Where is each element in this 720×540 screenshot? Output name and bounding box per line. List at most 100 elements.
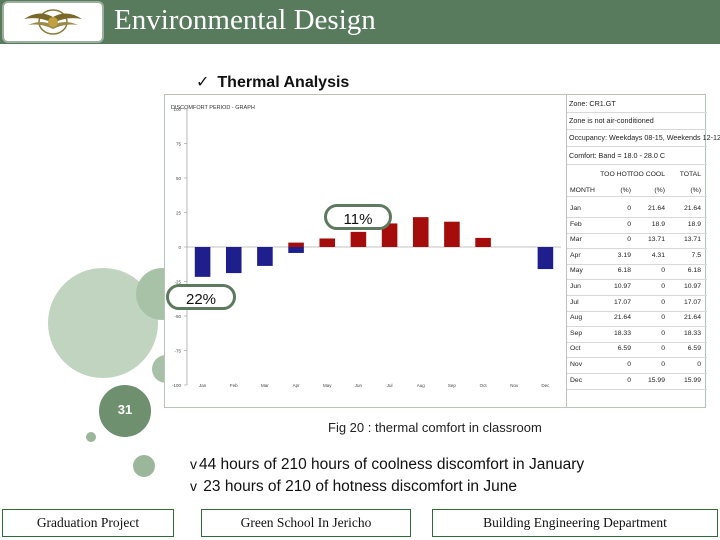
cell-month: Nov — [570, 361, 583, 368]
bar-apr — [288, 247, 304, 253]
bar-may — [319, 238, 336, 247]
col-total: TOTAL — [679, 171, 701, 178]
cell-too-cool: 0 — [661, 267, 665, 275]
decorative-circle-small — [133, 455, 155, 477]
cell-too-cool: 0 — [661, 314, 665, 322]
y-tick-label: -100 — [172, 383, 182, 388]
table-zone: Zone: CR1.GT — [569, 99, 616, 108]
bar-sep — [444, 221, 460, 247]
bullet-text: 23 hours of 210 of hotness discomfort in… — [199, 478, 517, 495]
cell-too-hot: 21.64 — [613, 314, 631, 322]
x-tick-label: Oct — [480, 383, 488, 388]
cell-total: 18.33 — [683, 329, 701, 337]
discomfort-chart: DISCOMFORT PERIOD - GRAPH -100 -75 -50 -25 0… — [164, 94, 574, 408]
x-tick-label: May — [323, 383, 332, 388]
checkmark-icon: ✓ — [196, 74, 210, 91]
bullet-marker-icon: v — [190, 456, 197, 472]
page-number-badge: 31 — [96, 382, 154, 440]
col-too-hot: TOO HOT — [600, 171, 631, 178]
logo — [2, 1, 104, 43]
cell-month: May — [570, 267, 583, 275]
cell-month: Feb — [570, 220, 582, 228]
table-comfort: Comfort: Band = 18.0 - 28.0 C — [569, 151, 666, 160]
cool-percentage-callout: 22% — [166, 284, 236, 310]
cell-total: 7.5 — [691, 251, 701, 259]
cell-total: 0 — [697, 361, 701, 368]
cell-total: 21.64 — [683, 314, 701, 322]
bullet-text: 44 hours of 210 hours of coolness discom… — [199, 456, 585, 473]
cell-month: Dec — [570, 376, 583, 384]
cell-too-cool: 0 — [661, 361, 665, 368]
cell-month: Jun — [570, 283, 581, 290]
bar-oct — [475, 237, 491, 247]
bar-aug — [412, 217, 429, 247]
bar-apr — [288, 242, 304, 247]
discomfort-table: Zone: CR1.GT Zone is not air-conditioned… — [566, 94, 720, 408]
cell-too-hot: 0 — [627, 220, 631, 228]
cell-total: 6.18 — [687, 267, 701, 275]
chart-bars — [194, 217, 554, 277]
chart-canvas: DISCOMFORT PERIOD - GRAPH -100 -75 -50 -25 0… — [171, 105, 561, 388]
bar-jan — [194, 247, 211, 277]
cell-month: Apr — [570, 251, 581, 259]
footer-department: Building Engineering Department — [432, 509, 718, 537]
cell-too-cool: 13.71 — [647, 236, 665, 244]
cell-month: Jul — [570, 298, 579, 306]
x-tick-label: Jun — [355, 383, 363, 388]
x-tick-label: Apr — [293, 383, 301, 388]
cell-too-hot: 0 — [627, 236, 631, 244]
cell-too-cool: 15.99 — [647, 376, 665, 384]
cell-too-hot: 10.97 — [613, 283, 631, 290]
table-status: Zone is not air-conditioned — [569, 116, 654, 125]
decorative-circle-tiny — [86, 432, 96, 442]
cell-total: 18.9 — [687, 220, 701, 228]
y-tick-label: 0 — [178, 245, 181, 250]
x-tick-label: Jul — [387, 383, 393, 388]
y-tick-label: 75 — [176, 142, 182, 147]
page-number: 31 — [117, 402, 133, 417]
bullet-item: v 23 hours of 210 of hotness discomfort … — [190, 478, 517, 496]
y-tick-label: -50 — [174, 314, 181, 319]
bar-jul — [381, 223, 398, 247]
table-occupancy: Occupancy: Weekdays 08-15, Weekends 12-1… — [569, 133, 720, 142]
hot-percentage-callout: 11% — [324, 204, 392, 230]
chart-x-labels: Jan Feb Mar Apr May Jun Jul Aug Sep Oct Nov Dec — [199, 383, 550, 388]
bar-feb — [225, 247, 242, 274]
bullet-item: v 44 hours of 210 hours of coolness disco… — [190, 456, 584, 474]
cell-too-hot: 6.18 — [617, 267, 631, 275]
section-heading-text: Thermal Analysis — [217, 74, 350, 91]
bar-dec — [537, 247, 554, 270]
cell-too-cool: 18.9 — [651, 220, 665, 228]
col-pct: (%) — [620, 187, 631, 194]
cell-too-cool: 0 — [661, 329, 665, 337]
x-tick-label: Jan — [199, 383, 207, 388]
cell-total: 17.07 — [683, 298, 701, 306]
cell-month: Aug — [570, 314, 583, 322]
cell-total: 15.99 — [683, 376, 701, 384]
section-heading: ✓ Thermal Analysis — [196, 72, 349, 92]
y-tick-label: -25 — [174, 280, 181, 285]
cell-too-hot: 0 — [627, 376, 631, 384]
col-pct: (%) — [690, 187, 701, 194]
cell-month: Sep — [570, 329, 583, 337]
col-pct: (%) — [654, 187, 665, 194]
col-month: MONTH — [570, 187, 595, 194]
y-tick-label: 100 — [173, 107, 181, 112]
cell-too-cool: 0 — [661, 345, 665, 353]
cell-too-cool: 21.64 — [647, 205, 665, 212]
footer-project: Graduation Project — [2, 509, 174, 537]
page-title: Environmental Design — [114, 4, 376, 36]
cell-too-hot: 3.19 — [617, 251, 631, 259]
chart-axes: -100 -75 -50 -25 0 25 50 75 100 — [172, 107, 561, 388]
cell-too-hot: 0 — [627, 205, 631, 212]
cell-month: Mar — [570, 236, 582, 244]
x-tick-label: Sep — [448, 383, 457, 388]
bullet-marker-icon: v — [190, 478, 197, 494]
cell-month: Oct — [570, 345, 581, 353]
cell-too-cool: 0 — [661, 283, 665, 290]
y-tick-label: 25 — [176, 211, 182, 216]
cell-too-cool: 0 — [661, 298, 665, 306]
figure-caption: Fig 20 : thermal comfort in classroom — [328, 420, 542, 435]
x-tick-label: Nov — [510, 383, 519, 388]
cell-total: 10.97 — [683, 283, 701, 290]
